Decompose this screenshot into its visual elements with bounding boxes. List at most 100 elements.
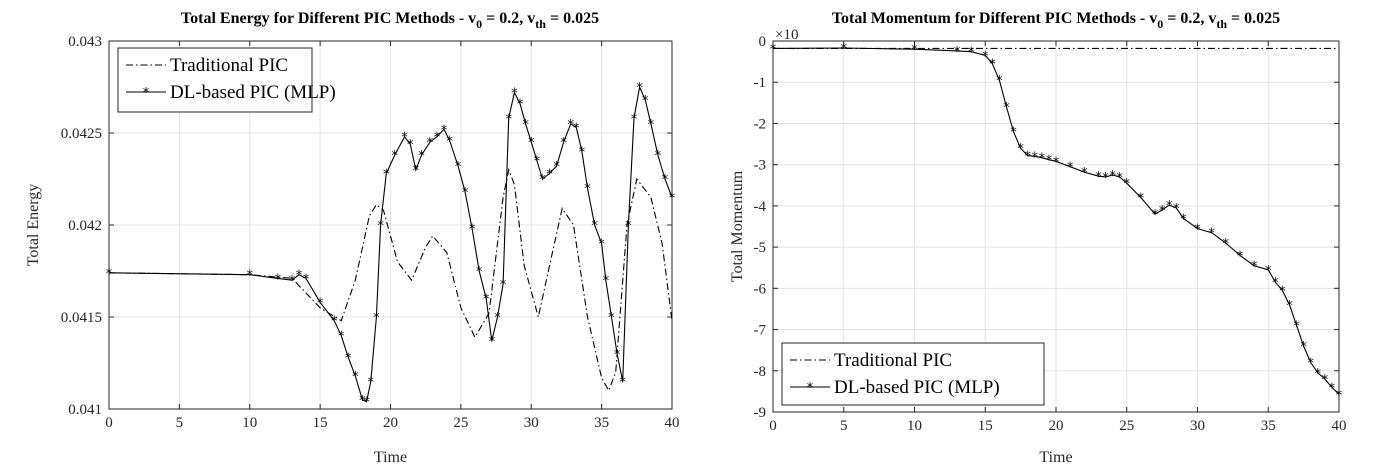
series-marker: * — [1315, 367, 1322, 382]
series-marker: * — [377, 219, 384, 234]
legend-label: DL-based PIC (MLP) — [170, 82, 336, 103]
legend-marker: * — [807, 381, 814, 396]
energy-chart: 0 5 10 15 20 25 30 35 40 0.041 0.0415 0.042 0.0425 0.… — [25, 10, 680, 466]
legend-marker: * — [143, 86, 150, 101]
axes-box — [772, 40, 1340, 413]
x-tick-label: 35 — [594, 415, 609, 431]
legend-box — [781, 342, 1045, 406]
series-marker: * — [418, 149, 425, 164]
series-line-dl-based-pic — [108, 85, 673, 403]
title-end: = 0.025 — [546, 10, 599, 27]
x-tick-label: 30 — [524, 415, 539, 431]
series-marker: * — [1279, 284, 1286, 299]
series-marker: * — [413, 164, 420, 179]
series-marker: * — [1286, 299, 1293, 314]
series-marker: * — [579, 145, 586, 160]
y-axis-label: Total Energy — [25, 184, 42, 267]
series-marker: * — [1024, 150, 1031, 165]
y-tick-label: -6 — [754, 281, 767, 297]
y-tick-label: 0.042 — [68, 218, 102, 234]
series-marker: * — [455, 160, 462, 175]
series-marker: * — [1046, 154, 1053, 169]
series-marker: * — [483, 293, 490, 308]
series-marker: * — [603, 274, 610, 289]
series-marker: * — [462, 186, 469, 201]
series-marker: * — [505, 112, 512, 127]
series-marker: * — [427, 136, 434, 151]
series-marker: * — [106, 267, 113, 282]
series-marker: * — [517, 98, 524, 113]
series-marker: * — [770, 42, 777, 57]
series-marker: * — [494, 311, 501, 326]
series-marker: * — [1322, 373, 1329, 388]
title-mid: = 0.2, v — [482, 10, 535, 27]
series-marker: * — [373, 311, 380, 326]
series-marker: * — [539, 173, 546, 188]
series-marker: * — [968, 46, 975, 61]
series-marker: * — [1293, 319, 1300, 334]
series-marker: * — [636, 81, 643, 96]
series-marker: * — [1017, 142, 1024, 157]
title-subth: th — [1216, 17, 1227, 31]
series-marker: * — [1173, 202, 1180, 217]
x-axis-label: Time — [374, 449, 407, 466]
series-marker: * — [434, 131, 441, 146]
chart-title: Total Momentum for Different PIC Methods… — [832, 10, 1280, 31]
series-marker: * — [1095, 170, 1102, 185]
series-marker: * — [1067, 161, 1074, 176]
x-tick-label: 20 — [1049, 418, 1064, 434]
series-marker: * — [331, 315, 338, 330]
series-marker: * — [1124, 177, 1131, 192]
series-marker: * — [391, 149, 398, 164]
axes-box — [108, 40, 673, 410]
series-marker: * — [1180, 212, 1187, 227]
x-tick-label: 0 — [769, 418, 777, 434]
series-marker: * — [1265, 264, 1272, 279]
y-tick-label: 0.041 — [68, 402, 102, 418]
series-marker: * — [655, 149, 662, 164]
series-marker: * — [359, 394, 366, 409]
series-marker: * — [1307, 357, 1314, 372]
x-tick-label: 15 — [978, 418, 993, 434]
series-marker: * — [368, 375, 375, 390]
series-marker: * — [954, 45, 961, 60]
y-tick-label: -2 — [754, 116, 767, 132]
series-line-traditional-pic — [108, 167, 673, 392]
series-marker: * — [584, 182, 591, 197]
series-marker: * — [511, 87, 518, 102]
series-marker: * — [247, 269, 254, 284]
series-line-dl-based-pic — [772, 47, 1340, 395]
series-marker: * — [573, 121, 580, 136]
y-axis-label: Total Momentum — [729, 170, 746, 282]
x-tick-label: 0 — [105, 415, 113, 431]
series-marker: * — [522, 118, 529, 133]
series-marker: * — [296, 269, 303, 284]
y-tick-label: 0.043 — [68, 34, 102, 50]
x-tick-label: 40 — [1332, 418, 1347, 434]
series-marker: * — [911, 43, 918, 58]
series-marker: * — [1152, 208, 1159, 223]
title-sub0: 0 — [476, 17, 482, 31]
y-tick-label: -1 — [754, 75, 767, 91]
series-marker: * — [1223, 237, 1230, 252]
legend: Traditional PIC * DL-based PIC (MLP) — [117, 47, 336, 113]
x-tick-label: 10 — [242, 415, 257, 431]
series-marker: * — [1208, 227, 1215, 242]
title-mid: = 0.2, v — [1163, 10, 1216, 27]
legend-box — [117, 47, 313, 113]
y-exponent-label: ×10 — [775, 27, 798, 43]
x-tick-label: 15 — [313, 415, 328, 431]
series-marker: * — [1010, 126, 1017, 141]
series-marker: * — [1102, 171, 1109, 186]
series-marker: * — [441, 123, 448, 138]
series-marker: * — [567, 118, 574, 133]
series-marker: * — [500, 278, 507, 293]
series-marker: * — [1251, 260, 1258, 275]
series-marker: * — [352, 370, 359, 385]
series-marker: * — [469, 223, 476, 238]
series-marker: * — [275, 272, 282, 287]
series-marker: * — [553, 160, 560, 175]
series-marker: * — [476, 265, 483, 280]
series-marker: * — [614, 348, 621, 363]
title-end: = 0.025 — [1227, 10, 1280, 27]
